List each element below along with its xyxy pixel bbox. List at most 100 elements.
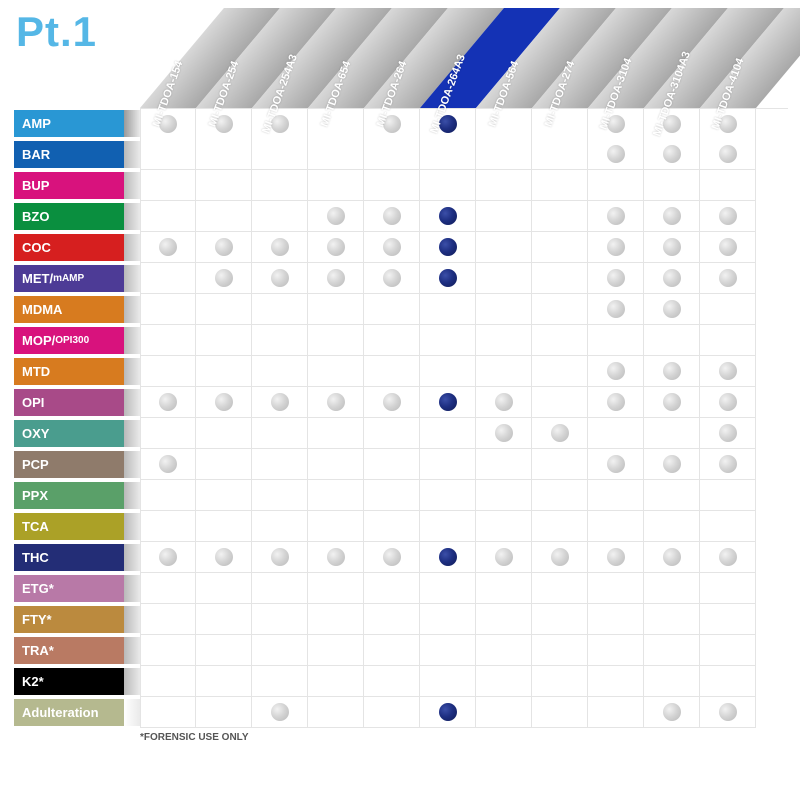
- matrix-grid: AMPBARBUPBZOCOCMET/mAMPMDMAMOP/OPI300MTD…: [14, 108, 788, 728]
- row-label-tail: [124, 513, 140, 540]
- matrix-cell: [364, 573, 420, 604]
- matrix-cell: [588, 325, 644, 356]
- matrix-cell: [196, 573, 252, 604]
- dot-icon: [663, 300, 681, 318]
- matrix-cell: [364, 232, 420, 263]
- matrix-cell: [140, 232, 196, 263]
- dot-icon: [271, 238, 289, 256]
- matrix-cell: [532, 480, 588, 511]
- dot-icon: [551, 548, 569, 566]
- matrix-cell: [140, 387, 196, 418]
- dot-icon: [383, 269, 401, 287]
- row-label-tail: [124, 141, 140, 168]
- matrix-cell: [364, 201, 420, 232]
- matrix-cell: [532, 201, 588, 232]
- matrix-cell: [644, 697, 700, 728]
- matrix-cell: [252, 666, 308, 697]
- matrix-cell: [364, 325, 420, 356]
- dot-icon: [663, 548, 681, 566]
- matrix-cell: [476, 294, 532, 325]
- matrix-cell: [364, 387, 420, 418]
- matrix-cell: [588, 109, 644, 140]
- matrix-cell: [140, 697, 196, 728]
- matrix-cell: [588, 573, 644, 604]
- table-row: COC: [14, 232, 788, 263]
- column-header: MI-TDOA-564: [476, 8, 532, 108]
- matrix-cell: [476, 542, 532, 573]
- matrix-cell: [196, 263, 252, 294]
- column-headers: MI-TDOA-154MI-TDOA-254MI-TDOA-254A3MI-TD…: [140, 0, 788, 108]
- matrix-cell: [588, 201, 644, 232]
- dot-icon: [327, 269, 345, 287]
- matrix-cell: [252, 480, 308, 511]
- matrix-cell: [420, 294, 476, 325]
- matrix-cell: [140, 201, 196, 232]
- matrix-cell: [364, 109, 420, 140]
- dot-icon: [383, 238, 401, 256]
- row-label: K2*: [14, 668, 124, 695]
- matrix-cell: [252, 542, 308, 573]
- matrix-cell: [644, 449, 700, 480]
- row-label: PCP: [14, 451, 124, 478]
- matrix-cell: [476, 635, 532, 666]
- matrix-cell: [196, 139, 252, 170]
- matrix-cell: [588, 387, 644, 418]
- row-label: OPI: [14, 389, 124, 416]
- row-label: FTY*: [14, 606, 124, 633]
- matrix-cell: [196, 480, 252, 511]
- matrix-cell: [140, 635, 196, 666]
- dot-icon: [327, 207, 345, 225]
- matrix-cell: [364, 356, 420, 387]
- row-label-tail: [124, 637, 140, 664]
- matrix-cell: [700, 635, 756, 666]
- matrix-cell: [252, 170, 308, 201]
- matrix-cell: [308, 170, 364, 201]
- dot-icon: [159, 455, 177, 473]
- matrix-cell: [364, 542, 420, 573]
- footnote: *FORENSIC USE ONLY: [140, 732, 788, 743]
- matrix-cell: [420, 573, 476, 604]
- matrix-cell: [588, 263, 644, 294]
- matrix-cell: [140, 449, 196, 480]
- table-row: BAR: [14, 139, 788, 170]
- matrix-cell: [476, 232, 532, 263]
- matrix-cell: [644, 418, 700, 449]
- dot-icon: [663, 207, 681, 225]
- matrix-cell: [364, 449, 420, 480]
- column-header: MI-TDOA-4104: [700, 8, 756, 108]
- dot-icon: [607, 207, 625, 225]
- matrix-cell: [308, 449, 364, 480]
- matrix-cell: [252, 139, 308, 170]
- matrix-cell: [588, 294, 644, 325]
- dot-icon: [719, 424, 737, 442]
- matrix-cell: [420, 666, 476, 697]
- table-row: MET/mAMP: [14, 263, 788, 294]
- matrix-cell: [700, 170, 756, 201]
- matrix-cell: [700, 325, 756, 356]
- row-label-tail: [124, 451, 140, 478]
- matrix-cell: [476, 604, 532, 635]
- table-row: MDMA: [14, 294, 788, 325]
- matrix-cell: [644, 387, 700, 418]
- matrix-cell: [252, 511, 308, 542]
- matrix-cell: [140, 604, 196, 635]
- column-header: MI-TDOA-654: [308, 8, 364, 108]
- dot-icon: [607, 393, 625, 411]
- matrix-cell: [196, 201, 252, 232]
- dot-icon: [663, 393, 681, 411]
- matrix-cell: [476, 201, 532, 232]
- matrix-cell: [364, 697, 420, 728]
- matrix-cell: [420, 109, 476, 140]
- matrix-cell: [308, 573, 364, 604]
- matrix-cell: [196, 387, 252, 418]
- matrix-cell: [644, 356, 700, 387]
- matrix-cell: [140, 542, 196, 573]
- matrix-cell: [644, 263, 700, 294]
- matrix-cell: [364, 666, 420, 697]
- matrix-cell: [308, 294, 364, 325]
- dot-icon: [607, 548, 625, 566]
- matrix-cell: [364, 294, 420, 325]
- matrix-cell: [588, 449, 644, 480]
- matrix-cell: [532, 170, 588, 201]
- matrix-cell: [532, 635, 588, 666]
